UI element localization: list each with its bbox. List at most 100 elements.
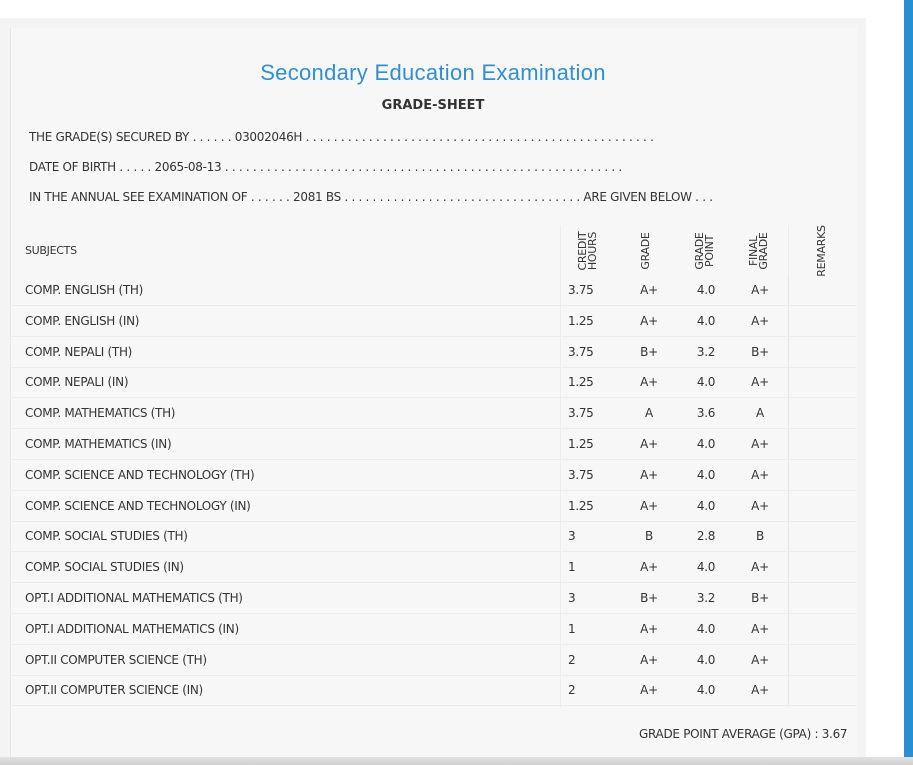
window-edge-bar	[904, 0, 913, 765]
grade-point-cell: 4.0	[696, 313, 716, 328]
header-subjects: SUBJECTS	[25, 244, 77, 257]
remarks-cell	[788, 459, 857, 490]
credit-hours-cell: 3	[568, 529, 576, 544]
header-grade-point: GRADE POINT	[693, 228, 717, 274]
table-row: OPT.I ADDITIONAL MATHEMATICS (IN) 1 A+ 4.0 A…	[10, 613, 857, 645]
final-grade-cell: A+	[751, 683, 769, 698]
grade-point-cell: 4.0	[696, 467, 716, 482]
remarks-cell	[788, 552, 857, 583]
grade-point-cell: 2.8	[696, 529, 716, 544]
grade-cell: A+	[640, 621, 658, 636]
grade-cell: B+	[640, 591, 658, 605]
grade-point-cell: 4.0	[696, 437, 716, 451]
grade-point-cell: 4.0	[696, 683, 716, 698]
subject-cell: COMP. MATHEMATICS (IN)	[25, 437, 172, 451]
subject-cell: COMP. MATHEMATICS (TH)	[25, 406, 176, 421]
header-grade-point-line2: POINT	[703, 235, 716, 267]
credit-hours-cell: 1	[568, 560, 576, 575]
credit-hours-cell: 2	[568, 683, 576, 698]
grade-point-cell: 3.2	[696, 591, 716, 605]
final-grade-cell: A	[756, 406, 764, 421]
grade-cell: A+	[640, 437, 658, 451]
header-credit-hours: CREDIT HOURS	[576, 228, 600, 274]
grade-point-cell: 4.0	[696, 375, 716, 390]
grade-cell: A+	[640, 652, 658, 667]
grade-point-cell: 4.0	[696, 621, 716, 636]
remarks-cell	[788, 521, 857, 552]
grade-cell: B+	[640, 344, 658, 359]
gradesheet-panel	[0, 18, 866, 765]
remarks-cell	[788, 675, 857, 706]
table-row: COMP. SOCIAL STUDIES (IN) 1 A+ 4.0 A+	[10, 552, 857, 584]
column-divider	[560, 225, 561, 707]
remarks-cell	[788, 613, 857, 644]
remarks-cell	[788, 429, 857, 459]
subject-cell: OPT.II COMPUTER SCIENCE (TH)	[25, 652, 207, 667]
credit-hours-cell: 1	[568, 621, 576, 636]
credit-hours-cell: 3	[568, 591, 576, 605]
table-row: COMP. SCIENCE AND TECHNOLOGY (IN) 1.25 A+ 4…	[10, 490, 857, 522]
table-row: COMP. NEPALI (TH) 3.75 B+ 3.2 B+	[10, 336, 857, 368]
table-row: COMP. MATHEMATICS (TH) 3.75 A 3.6 A	[10, 398, 856, 430]
subject-cell: COMP. SOCIAL STUDIES (IN)	[25, 560, 184, 575]
grade-point-cell: 3.2	[696, 344, 716, 359]
final-grade-cell: A+	[751, 375, 769, 390]
remarks-cell	[788, 583, 857, 613]
final-grade-cell: B+	[751, 591, 769, 605]
grade-point-cell: 3.6	[696, 406, 716, 421]
grade-point-cell: 4.0	[696, 560, 716, 575]
header-grade-label: GRADE	[639, 232, 652, 270]
subject-cell: COMP. ENGLISH (TH)	[25, 283, 144, 297]
table-row: COMP. NEPALI (IN) 1.25 A+ 4.0 A+	[10, 367, 857, 399]
subject-cell: COMP. SCIENCE AND TECHNOLOGY (IN)	[25, 498, 251, 513]
final-grade-cell: B+	[751, 344, 769, 359]
credit-hours-cell: 3.75	[568, 283, 594, 297]
table-row: COMP. ENGLISH (IN) 1.25 A+ 4.0 A+	[10, 305, 857, 337]
table-row: COMP. SOCIAL STUDIES (TH) 3 B 2.8 B	[10, 521, 857, 553]
table-row: COMP. MATHEMATICS (IN) 1.25 A+ 4.0 A+	[10, 429, 856, 460]
grade-cell: A+	[640, 467, 658, 482]
subject-cell: OPT.II COMPUTER SCIENCE (IN)	[25, 683, 203, 698]
table-row: OPT.I ADDITIONAL MATHEMATICS (TH) 3 B+ 3.2 B…	[10, 583, 856, 614]
subject-cell: COMP. SOCIAL STUDIES (TH)	[25, 529, 188, 544]
table-row: COMP. ENGLISH (TH) 3.75 A+ 4.0 A+	[10, 275, 856, 306]
grade-cell: A	[645, 406, 653, 421]
final-grade-cell: A+	[751, 498, 769, 513]
credit-hours-cell: 1.25	[568, 498, 594, 513]
grade-cell: A+	[640, 283, 658, 297]
credit-hours-cell: 1.25	[568, 313, 594, 328]
remarks-cell	[788, 305, 857, 336]
credit-hours-cell: 3.75	[568, 467, 594, 482]
grade-cell: B	[645, 529, 653, 544]
grade-point-cell: 4.0	[696, 652, 716, 667]
remarks-cell	[788, 644, 857, 675]
table-row: OPT.II COMPUTER SCIENCE (IN) 2 A+ 4.0 A+	[10, 675, 857, 707]
bottom-edge-bar	[0, 757, 913, 765]
info-secured-by: THE GRADE(S) SECURED BY . . . . . . 0300…	[29, 130, 654, 144]
grade-cell: A+	[640, 683, 658, 698]
header-credit-hours-line2: HOURS	[586, 231, 599, 271]
grade-cell: A+	[640, 498, 658, 513]
remarks-cell	[788, 275, 857, 305]
table-row: OPT.II COMPUTER SCIENCE (TH) 2 A+ 4.0 A+	[10, 644, 857, 676]
final-grade-cell: A+	[751, 313, 769, 328]
remarks-cell	[788, 367, 857, 398]
final-grade-cell: A+	[751, 560, 769, 575]
grade-point-cell: 4.0	[696, 283, 716, 297]
header-remarks: REMARKS	[815, 221, 829, 281]
page-title: Secondary Education Examination	[260, 60, 606, 85]
credit-hours-cell: 3.75	[568, 406, 594, 421]
final-grade-cell: B	[756, 529, 764, 544]
remarks-cell	[788, 336, 857, 367]
subject-cell: OPT.I ADDITIONAL MATHEMATICS (IN)	[25, 621, 239, 636]
remarks-cell	[788, 490, 857, 521]
final-grade-cell: A+	[751, 467, 769, 482]
final-grade-cell: A+	[751, 283, 769, 297]
table-row: COMP. SCIENCE AND TECHNOLOGY (TH) 3.75 A+ 4…	[10, 459, 857, 491]
final-grade-cell: A+	[751, 437, 769, 451]
credit-hours-cell: 1.25	[568, 437, 594, 451]
subject-cell: COMP. ENGLISH (IN)	[25, 313, 140, 328]
grade-cell: A+	[640, 375, 658, 390]
page-subtitle: GRADE-SHEET	[381, 98, 485, 113]
final-grade-cell: A+	[751, 621, 769, 636]
